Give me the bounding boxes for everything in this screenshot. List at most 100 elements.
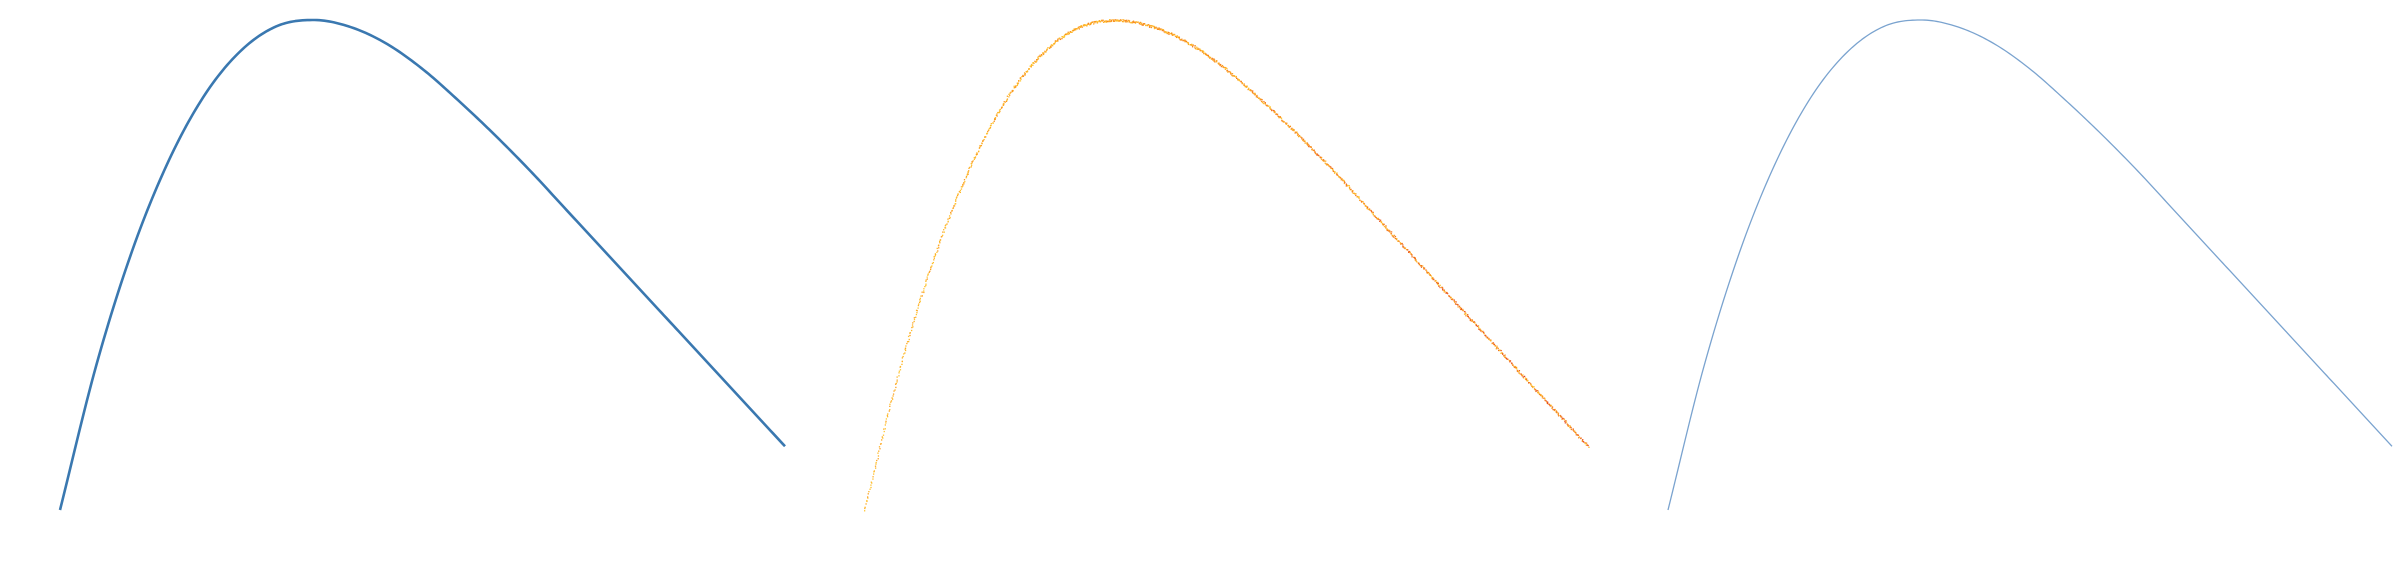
data-point: [1265, 104, 1267, 106]
data-point: [1360, 201, 1363, 203]
data-point: [1324, 162, 1326, 164]
data-point: [916, 310, 918, 312]
data-point: [1167, 31, 1170, 34]
data-point: [1302, 139, 1304, 142]
data-point: [1020, 78, 1022, 80]
data-point: [1132, 20, 1135, 22]
data-point: [1252, 90, 1254, 92]
data-point: [1285, 123, 1287, 125]
data-point: [1340, 177, 1342, 179]
data-point: [1275, 113, 1277, 115]
data-point: [1250, 90, 1252, 92]
data-point: [968, 170, 970, 172]
data-point: [1006, 95, 1009, 97]
data-point: [1390, 233, 1393, 235]
data-point: [915, 313, 918, 316]
data-point: [1429, 273, 1431, 276]
data-point: [1342, 179, 1345, 181]
data-point: [1054, 41, 1056, 44]
data-point: [1471, 319, 1473, 321]
data-point: [965, 175, 968, 178]
data-point: [1565, 420, 1567, 422]
data-point: [1577, 434, 1579, 436]
data-point: [1340, 179, 1342, 181]
data-point: [1420, 265, 1423, 267]
data-point: [1077, 27, 1079, 29]
data-point: [929, 270, 931, 272]
data-point: [990, 123, 992, 125]
data-point: [1505, 357, 1507, 359]
data-point: [1400, 243, 1402, 245]
data-point: [898, 372, 900, 374]
data-point: [1115, 19, 1117, 21]
data-point: [1367, 208, 1369, 210]
data-point: [904, 349, 907, 352]
data-point: [976, 153, 978, 155]
data-point: [1369, 209, 1371, 211]
data-point: [896, 379, 898, 381]
data-point: [952, 207, 955, 209]
data-point: [903, 353, 905, 355]
data-point: [1333, 172, 1336, 174]
data-point: [1428, 273, 1431, 275]
data-point: [1258, 97, 1260, 99]
data-point: [987, 129, 990, 131]
data-point: [947, 220, 949, 222]
data-point: [1455, 301, 1457, 303]
data-point: [1227, 71, 1229, 73]
data-point: [1525, 379, 1528, 381]
data-point: [1110, 20, 1112, 23]
data-point: [877, 455, 880, 457]
data-point: [1194, 45, 1196, 47]
data-point: [1533, 386, 1535, 388]
data-point: [1254, 93, 1256, 95]
data-point: [1196, 48, 1198, 51]
data-point: [1453, 299, 1455, 301]
data-point: [1267, 105, 1270, 107]
data-point: [1137, 21, 1139, 23]
data-point: [926, 278, 928, 280]
data-point: [974, 157, 976, 159]
data-point: [1518, 370, 1521, 372]
data-point: [907, 335, 910, 338]
data-point: [1326, 164, 1328, 166]
data-point: [925, 279, 927, 281]
data-point: [979, 147, 981, 149]
data-point: [1090, 22, 1092, 25]
data-point: [1348, 187, 1351, 190]
data-point: [1527, 379, 1529, 382]
data-point: [1403, 246, 1405, 248]
data-point: [901, 360, 903, 362]
data-point: [1158, 28, 1160, 31]
data-point: [1566, 423, 1568, 425]
data-point: [1158, 27, 1160, 30]
data-point: [1096, 20, 1098, 23]
data-point: [1581, 440, 1584, 442]
data-point: [1585, 442, 1588, 444]
data-point: [1281, 119, 1283, 121]
data-point: [901, 363, 903, 366]
data-point: [1219, 63, 1222, 66]
data-point: [1269, 106, 1271, 108]
data-point: [1252, 92, 1254, 94]
data-point: [1581, 439, 1584, 442]
data-point: [1248, 87, 1250, 89]
data-point: [1126, 21, 1129, 23]
data-point: [950, 211, 952, 214]
data-point: [1515, 366, 1518, 369]
data-point: [1482, 330, 1484, 333]
data-point: [1282, 120, 1284, 122]
data-point: [1046, 49, 1048, 51]
data-point: [1062, 36, 1064, 38]
data-point: [1430, 275, 1432, 277]
data-point: [1358, 196, 1360, 199]
data-point: [1389, 230, 1391, 232]
data-point: [954, 203, 957, 205]
data-point: [1316, 153, 1318, 155]
data-point: [1081, 26, 1084, 28]
data-point: [1414, 257, 1417, 259]
data-point: [1261, 100, 1263, 103]
data-point: [1408, 250, 1411, 253]
data-point: [999, 110, 1001, 113]
data-point: [1562, 417, 1564, 420]
